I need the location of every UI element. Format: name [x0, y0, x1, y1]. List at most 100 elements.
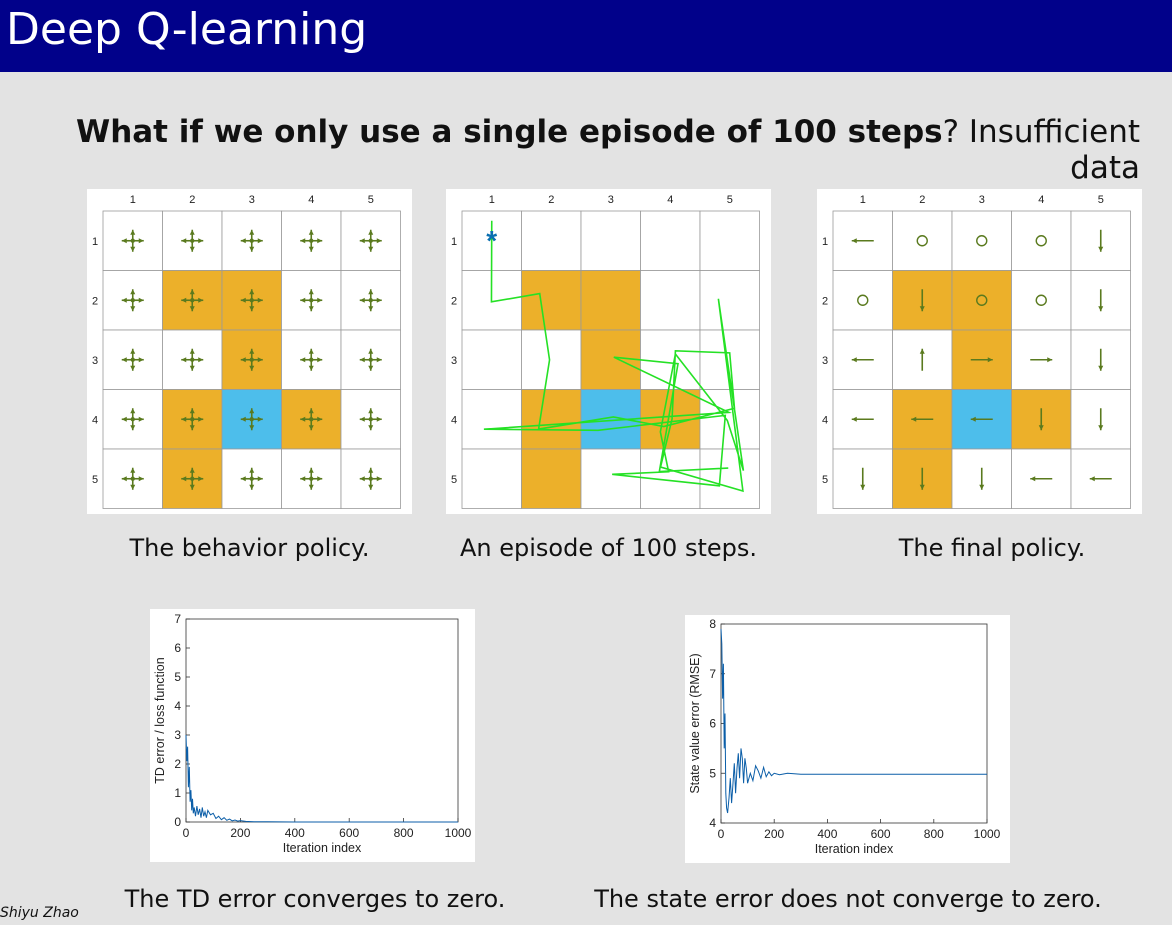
policy-arrow-left-icon-head — [851, 238, 857, 244]
episode-panel: 1 2 3 4 5 1 2 3 4 5 * — [446, 189, 771, 514]
policy-arrow-icon-head — [317, 357, 323, 363]
final-policy-panel: 1 2 3 4 5 1 2 3 4 5 — [817, 189, 1142, 514]
grid-cell-r4c1 — [461, 389, 522, 450]
policy-arrow-icon-head — [257, 476, 263, 482]
policy-arrow-icon-head — [308, 467, 314, 473]
grid-cell-r5c2 — [162, 448, 223, 509]
slide-title: Deep Q-learning — [6, 4, 368, 55]
behavior-caption: The behavior policy. — [129, 534, 370, 562]
grid-cell-r2c2 — [521, 270, 582, 331]
x-tick-label: 600 — [339, 826, 359, 840]
x-tick-label: 0 — [718, 827, 725, 841]
col-label: 3 — [608, 194, 614, 206]
col-label: 5 — [368, 194, 374, 206]
col-label: 3 — [979, 194, 985, 206]
stay-dot-icon — [368, 476, 373, 481]
stay-dot-icon — [309, 357, 314, 362]
grid-cell-r2c3 — [580, 270, 641, 331]
policy-arrow-down-icon-head — [919, 306, 925, 312]
grid-cell-r3c2 — [521, 329, 582, 390]
policy-arrow-icon-head — [130, 425, 136, 431]
y-tick-label: 5 — [174, 670, 181, 684]
stay-dot-icon — [309, 417, 314, 422]
policy-arrow-icon-head — [308, 408, 314, 414]
grid-cell-r3c5 — [1070, 329, 1131, 390]
policy-arrow-icon-head — [308, 365, 314, 371]
policy-arrow-icon-head — [249, 289, 255, 295]
policy-arrow-icon-head — [130, 408, 136, 414]
grid-cell-r3c2 — [892, 329, 953, 390]
grid-cell-r1c2 — [892, 210, 953, 271]
row-label: 5 — [451, 474, 457, 486]
policy-arrow-up-icon-head — [919, 348, 925, 354]
grid-cell-r1c5 — [699, 210, 760, 271]
policy-arrow-down-icon-head — [919, 484, 925, 490]
x-tick-label: 200 — [230, 826, 250, 840]
policy-arrow-down-icon-head — [1098, 246, 1104, 252]
stay-dot-icon — [368, 357, 373, 362]
policy-arrow-icon-head — [189, 425, 195, 431]
col-label: 2 — [548, 194, 554, 206]
policy-arrow-icon-head — [308, 246, 314, 252]
grid-cell-r3c3 — [580, 329, 641, 390]
grid-cell-r2c3 — [221, 270, 282, 331]
policy-arrow-icon-head — [189, 229, 195, 235]
stay-dot-icon — [190, 238, 195, 243]
policy-arrow-down-icon-head — [1098, 306, 1104, 312]
policy-arrow-icon-head — [181, 238, 187, 244]
policy-arrow-icon-head — [138, 476, 144, 482]
policy-arrow-icon-head — [189, 289, 195, 295]
y-tick-label: 5 — [709, 766, 716, 780]
policy-arrow-icon-head — [198, 476, 204, 482]
policy-arrow-icon-head — [130, 348, 136, 354]
row-label: 4 — [451, 414, 457, 426]
final-caption: The final policy. — [898, 534, 1086, 562]
stay-dot-icon — [249, 298, 254, 303]
policy-arrow-down-icon-head — [979, 484, 985, 490]
policy-arrow-icon-head — [359, 357, 365, 363]
policy-arrow-icon-head — [121, 476, 127, 482]
stay-dot-icon — [190, 357, 195, 362]
stay-dot-icon — [190, 476, 195, 481]
policy-arrow-icon-head — [240, 476, 246, 482]
policy-arrow-icon-head — [368, 467, 374, 473]
title-bar: Deep Q-learning — [0, 0, 1172, 72]
stay-dot-icon — [368, 238, 373, 243]
policy-arrow-icon-head — [368, 365, 374, 371]
grid-cell-r4c1 — [832, 389, 893, 450]
policy-arrow-icon-head — [359, 416, 365, 422]
policy-arrow-icon-head — [189, 484, 195, 490]
stay-dot-icon — [130, 298, 135, 303]
episode-grid: 1 2 3 4 5 1 2 3 4 5 * — [451, 194, 760, 509]
policy-arrow-icon-head — [300, 476, 306, 482]
episode-trajectory — [483, 220, 745, 493]
stay-dot-icon — [249, 238, 254, 243]
y-tick-label: 8 — [709, 617, 716, 631]
state-error-chart-panel: 0 200 400 600 800 1000 4 5 6 7 8 Iteration index Sta… — [685, 615, 1010, 863]
policy-arrow-icon-head — [121, 357, 127, 363]
y-tick-label: 7 — [174, 612, 181, 626]
stay-circle-icon — [976, 294, 988, 306]
row-label: 3 — [92, 355, 98, 367]
policy-arrow-icon-head — [317, 238, 323, 244]
policy-arrow-icon-head — [308, 229, 314, 235]
grid-cell-r5c2 — [521, 448, 582, 509]
row-label: 3 — [822, 355, 828, 367]
policy-arrow-icon-head — [181, 357, 187, 363]
policy-arrow-icon-head — [257, 238, 263, 244]
y-tick-label: 2 — [174, 757, 181, 771]
y-tick-label: 6 — [709, 717, 716, 731]
row-label: 1 — [822, 236, 828, 248]
stay-dot-icon — [309, 238, 314, 243]
policy-arrow-icon-head — [130, 246, 136, 252]
grid-cell-r2c4 — [640, 270, 701, 331]
stay-dot-icon — [249, 357, 254, 362]
policy-arrow-icon-head — [121, 297, 127, 303]
policy-arrow-right-icon-head — [1047, 357, 1053, 363]
policy-arrow-icon-head — [249, 365, 255, 371]
grid-cell-r1c2 — [521, 210, 582, 271]
grid-cell-r4c5 — [699, 389, 760, 450]
policy-arrow-icon-head — [368, 425, 374, 431]
col-label: 3 — [249, 194, 255, 206]
policy-arrow-icon-head — [308, 306, 314, 312]
